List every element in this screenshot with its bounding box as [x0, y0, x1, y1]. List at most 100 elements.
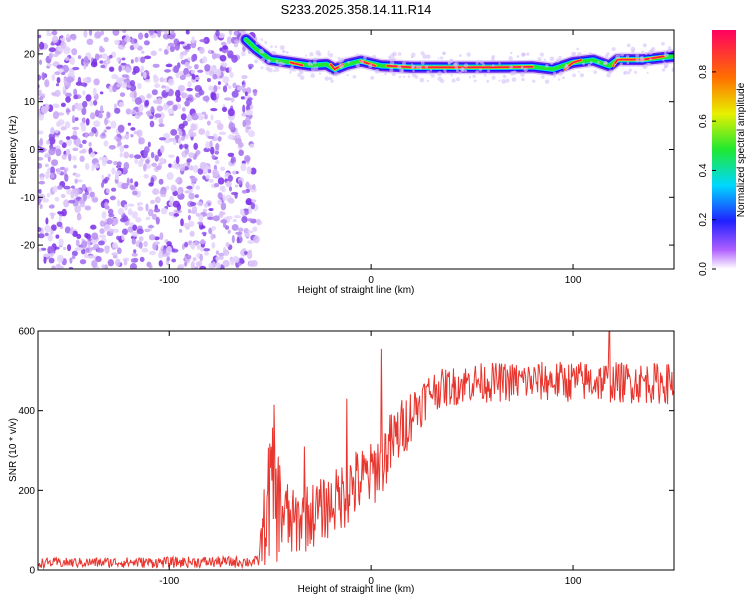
ridge-halo-dot	[420, 51, 425, 56]
ridge-halo-dot	[523, 67, 528, 72]
noise-speckle	[241, 50, 246, 57]
snr-frame	[37, 330, 675, 571]
noise-speckle	[96, 247, 105, 253]
noise-speckle	[85, 94, 92, 102]
spectrogram-y-ticks: -20 -10 0 10 20	[21, 49, 674, 252]
ridge-halo-dot	[521, 77, 525, 82]
noise-speckle	[212, 261, 216, 269]
noise-speckle	[215, 256, 220, 262]
ridge-halo-dot	[310, 73, 316, 78]
noise-speckle	[227, 229, 231, 234]
noise-speckle	[71, 104, 76, 112]
noise-speckle	[240, 96, 246, 100]
noise-speckle	[65, 96, 71, 103]
ridge-halo-dot	[444, 71, 448, 75]
noise-speckle	[143, 240, 148, 248]
ridge-halo-dot	[255, 41, 259, 45]
noise-speckle	[103, 36, 109, 43]
noise-speckle	[204, 251, 209, 256]
noise-speckle	[69, 257, 73, 264]
snr-y-ticks: 0 200 400 600	[18, 327, 674, 577]
ridge-halo-dot	[398, 75, 402, 79]
noise-speckle	[175, 176, 183, 185]
noise-speckle	[101, 132, 106, 137]
ridge-halo-dot	[410, 65, 414, 70]
y-tick-label: 600	[18, 327, 35, 338]
noise-speckle	[46, 32, 53, 37]
noise-speckle	[241, 81, 245, 85]
noise-speckle	[126, 177, 130, 186]
noise-speckle	[154, 154, 159, 162]
ridge-halo-dot	[589, 61, 593, 65]
noise-speckle	[186, 87, 193, 92]
noise-speckle	[233, 39, 240, 44]
noise-speckle	[143, 173, 149, 179]
noise-speckle	[177, 190, 182, 195]
colorbar-tick-label: 0.0	[698, 262, 709, 276]
noise-speckle	[246, 166, 252, 175]
noise-speckle	[154, 83, 161, 89]
noise-speckle	[192, 164, 199, 173]
noise-speckle	[84, 163, 90, 171]
noise-speckle	[56, 76, 61, 84]
noise-speckle	[46, 192, 51, 198]
noise-speckle	[69, 58, 74, 65]
noise-speckle	[230, 158, 235, 164]
noise-speckle	[138, 241, 143, 249]
noise-speckle	[180, 51, 188, 56]
snr-y-label: SNR (10 * v/v)	[8, 418, 19, 482]
noise-speckle	[241, 74, 248, 80]
noise-speckle	[82, 100, 88, 108]
noise-speckle	[215, 262, 221, 269]
x-tick-label: 0	[368, 576, 374, 587]
noise-speckle	[197, 69, 204, 73]
noise-speckle	[48, 148, 56, 156]
noise-speckle	[137, 159, 144, 168]
noise-speckle	[206, 120, 211, 126]
noise-speckle	[100, 105, 104, 114]
noise-speckle	[38, 198, 41, 206]
noise-speckle	[191, 182, 195, 189]
noise-speckle	[204, 165, 211, 170]
noise-speckle	[211, 225, 217, 231]
noise-speckle	[33, 69, 37, 76]
noise-speckle	[121, 30, 127, 34]
noise-speckle	[51, 159, 59, 166]
noise-speckle	[171, 248, 179, 253]
noise-speckle	[244, 116, 251, 124]
noise-speckle	[232, 218, 237, 223]
noise-speckle	[45, 217, 49, 225]
ridge-halo-dot	[347, 60, 350, 64]
noise-speckle	[89, 152, 96, 158]
colorbar-label: Normalized spectral amplitude	[736, 82, 747, 217]
noise-speckle	[222, 222, 227, 228]
ridge-halo-dot	[315, 57, 318, 61]
ridge-halo-dot	[633, 70, 638, 74]
noise-speckle	[118, 65, 122, 72]
noise-speckle	[140, 72, 144, 77]
noise-speckle	[170, 184, 177, 192]
colorbar-tick-label: 0.2	[698, 212, 709, 226]
noise-speckle	[62, 89, 67, 95]
noise-speckle	[123, 161, 130, 170]
noise-speckle	[208, 207, 214, 212]
noise-speckle	[88, 30, 93, 36]
noise-speckle	[182, 92, 188, 98]
noise-speckle	[77, 215, 82, 221]
ridge-halo-dot	[661, 41, 665, 46]
noise-speckle	[58, 139, 64, 145]
noise-speckle	[180, 218, 184, 227]
ridge-halo-dot	[317, 52, 322, 57]
noise-speckle	[118, 102, 125, 108]
noise-speckle	[213, 84, 218, 93]
noise-speckle	[185, 73, 191, 78]
noise-speckle	[121, 182, 129, 190]
ridge-halo-dot	[266, 59, 271, 64]
noise-speckle	[121, 57, 126, 61]
noise-speckle	[38, 130, 44, 135]
noise-speckle	[85, 247, 90, 253]
noise-speckle	[168, 163, 172, 168]
spectrogram-x-label: Height of straight line (km)	[298, 285, 415, 296]
noise-speckle	[89, 191, 95, 198]
noise-speckle	[215, 30, 220, 37]
